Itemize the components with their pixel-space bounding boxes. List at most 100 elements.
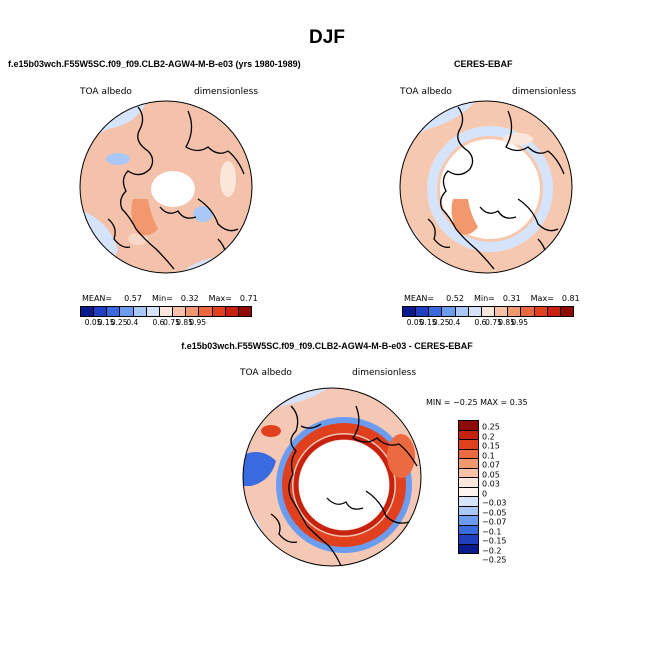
colorbar-tick-label: 0.6 [152, 318, 165, 327]
colorbar-tick-label: 0.75 [485, 318, 502, 327]
colorbar-tick-label: 0.25 [432, 318, 450, 327]
obs-field-label: TOA albedo [400, 87, 452, 97]
colorbar-swatch [416, 307, 430, 316]
colorbar-swatch [459, 516, 478, 526]
colorbar-tick-label: 0.4 [126, 318, 139, 327]
colorbar-swatch [212, 307, 226, 316]
colorbar-swatch [560, 307, 574, 316]
model-polar-map [79, 100, 253, 274]
colorbar-tick-label: 0.95 [189, 318, 207, 327]
obs-max-value: 0.81 [561, 294, 580, 303]
colorbar-tick-label: 0.15 [97, 318, 115, 327]
obs-colorbar [402, 306, 574, 317]
colorbar-swatch [459, 421, 478, 431]
colorbar-diff-label: −0.15 [482, 536, 507, 546]
colorbar-swatch [459, 459, 478, 469]
colorbar-diff-label: −0.07 [482, 517, 507, 527]
obs-units-label: dimensionless [512, 87, 577, 97]
colorbar-diff-label: 0.2 [482, 432, 495, 441]
colorbar-swatch [459, 487, 478, 497]
colorbar-swatch [459, 535, 478, 545]
colorbar-swatch [120, 307, 134, 316]
model-mean-label: MEAN= [82, 294, 113, 303]
colorbar-diff-label: 0.15 [482, 441, 500, 451]
model-min-label: Min= [151, 294, 173, 303]
colorbar-swatch [459, 440, 478, 450]
colorbar-swatch [455, 307, 469, 316]
figure-title: DJF [309, 27, 345, 48]
colorbar-swatch [94, 307, 108, 316]
diff-panel-title: f.e15b03wch.F55W5SC.f09_f09.CLB2-AGW4-M-… [181, 341, 473, 351]
colorbar-tick-label: 0.15 [419, 318, 437, 327]
obs-polar-map [399, 100, 573, 274]
diff-polar-map [242, 387, 422, 567]
model-stats: MEAN= 0.57 Min= 0.32 Max= 0.71 [82, 294, 258, 303]
colorbar-tick-label: 0.75 [163, 318, 180, 327]
colorbar-swatch [146, 307, 160, 316]
diff-field-label: TOA albedo [240, 368, 292, 378]
colorbar-swatch [459, 430, 478, 440]
model-units-label: dimensionless [194, 87, 259, 97]
colorbar-diff-label: −0.2 [482, 546, 502, 555]
colorbar-swatch [459, 449, 478, 459]
colorbar-diff-label: 0.03 [482, 479, 500, 489]
colorbar-swatch [459, 525, 478, 535]
colorbar-tick-label: 0.25 [110, 318, 128, 327]
colorbar-diff-label: 0.07 [482, 460, 500, 470]
model-max-value: 0.71 [239, 294, 258, 303]
colorbar-swatch [459, 544, 478, 553]
colorbar-diff-label: 0.1 [482, 451, 495, 460]
diff-colorbar [458, 420, 479, 554]
diff-colorbar-labels: 0.25 0.2 0.15 0.1 0.07 0.05 0.03 0 −0.03 −0.05 −0.… [482, 420, 522, 565]
obs-stats: MEAN= 0.52 Min= 0.31 Max= 0.81 [404, 294, 580, 303]
colorbar-swatch [107, 307, 121, 316]
obs-mean-label: MEAN= [404, 294, 435, 303]
colorbar-tick-label: 0.6 [474, 318, 487, 327]
colorbar-swatch [133, 307, 147, 316]
colorbar-diff-label: −0.25 [482, 555, 507, 565]
colorbar-swatch [459, 468, 478, 478]
colorbar-diff-label: 0 [482, 489, 488, 498]
colorbar-swatch [521, 307, 535, 316]
obs-min-value: 0.31 [502, 294, 521, 303]
obs-max-label: Max= [530, 294, 554, 303]
model-mean-value: 0.57 [124, 294, 142, 303]
colorbar-swatch [459, 506, 478, 516]
colorbar-diff-label: 0.05 [482, 470, 500, 479]
colorbar-swatch [442, 307, 456, 316]
colorbar-swatch [403, 307, 417, 316]
diff-minmax: MIN = −0.25 MAX = 0.35 [426, 398, 528, 407]
obs-mean-value: 0.52 [446, 294, 464, 303]
colorbar-swatch [173, 307, 187, 316]
colorbar-swatch [508, 307, 522, 316]
diff-units-label: dimensionless [352, 368, 417, 378]
colorbar-swatch [459, 497, 478, 507]
colorbar-swatch [238, 307, 252, 316]
colorbar-swatch [159, 307, 174, 316]
colorbar-swatch [81, 307, 95, 316]
colorbar-swatch [547, 307, 561, 316]
colorbar-diff-label: −0.03 [482, 498, 507, 508]
colorbar-swatch [186, 307, 200, 316]
colorbar-tick-label: 0.05 [84, 318, 102, 327]
model-panel-title: f.e15b03wch.F55W5SC.f09_f09.CLB2-AGW4-M-… [8, 59, 301, 69]
colorbar-diff-label: 0.25 [482, 422, 500, 432]
colorbar-swatch [199, 307, 213, 316]
colorbar-diff-label: −0.05 [482, 508, 507, 517]
colorbar-swatch [225, 307, 239, 316]
colorbar-swatch [468, 307, 482, 316]
model-field-label: TOA albedo [80, 87, 132, 97]
colorbar-swatch [459, 478, 478, 488]
colorbar-swatch [481, 307, 496, 316]
obs-panel-title: CERES-EBAF [454, 59, 513, 69]
obs-min-label: Min= [473, 294, 495, 303]
colorbar-tick-label: 0.95 [511, 318, 529, 327]
model-colorbar [80, 306, 252, 317]
colorbar-swatch [429, 307, 443, 316]
colorbar-tick-label: 0.85 [176, 318, 193, 327]
colorbar-tick-label: 0.05 [406, 318, 424, 327]
model-min-value: 0.32 [180, 294, 199, 303]
colorbar-tick-label: 0.85 [498, 318, 515, 327]
colorbar-swatch [534, 307, 548, 316]
colorbar-diff-label: −0.1 [482, 527, 502, 536]
